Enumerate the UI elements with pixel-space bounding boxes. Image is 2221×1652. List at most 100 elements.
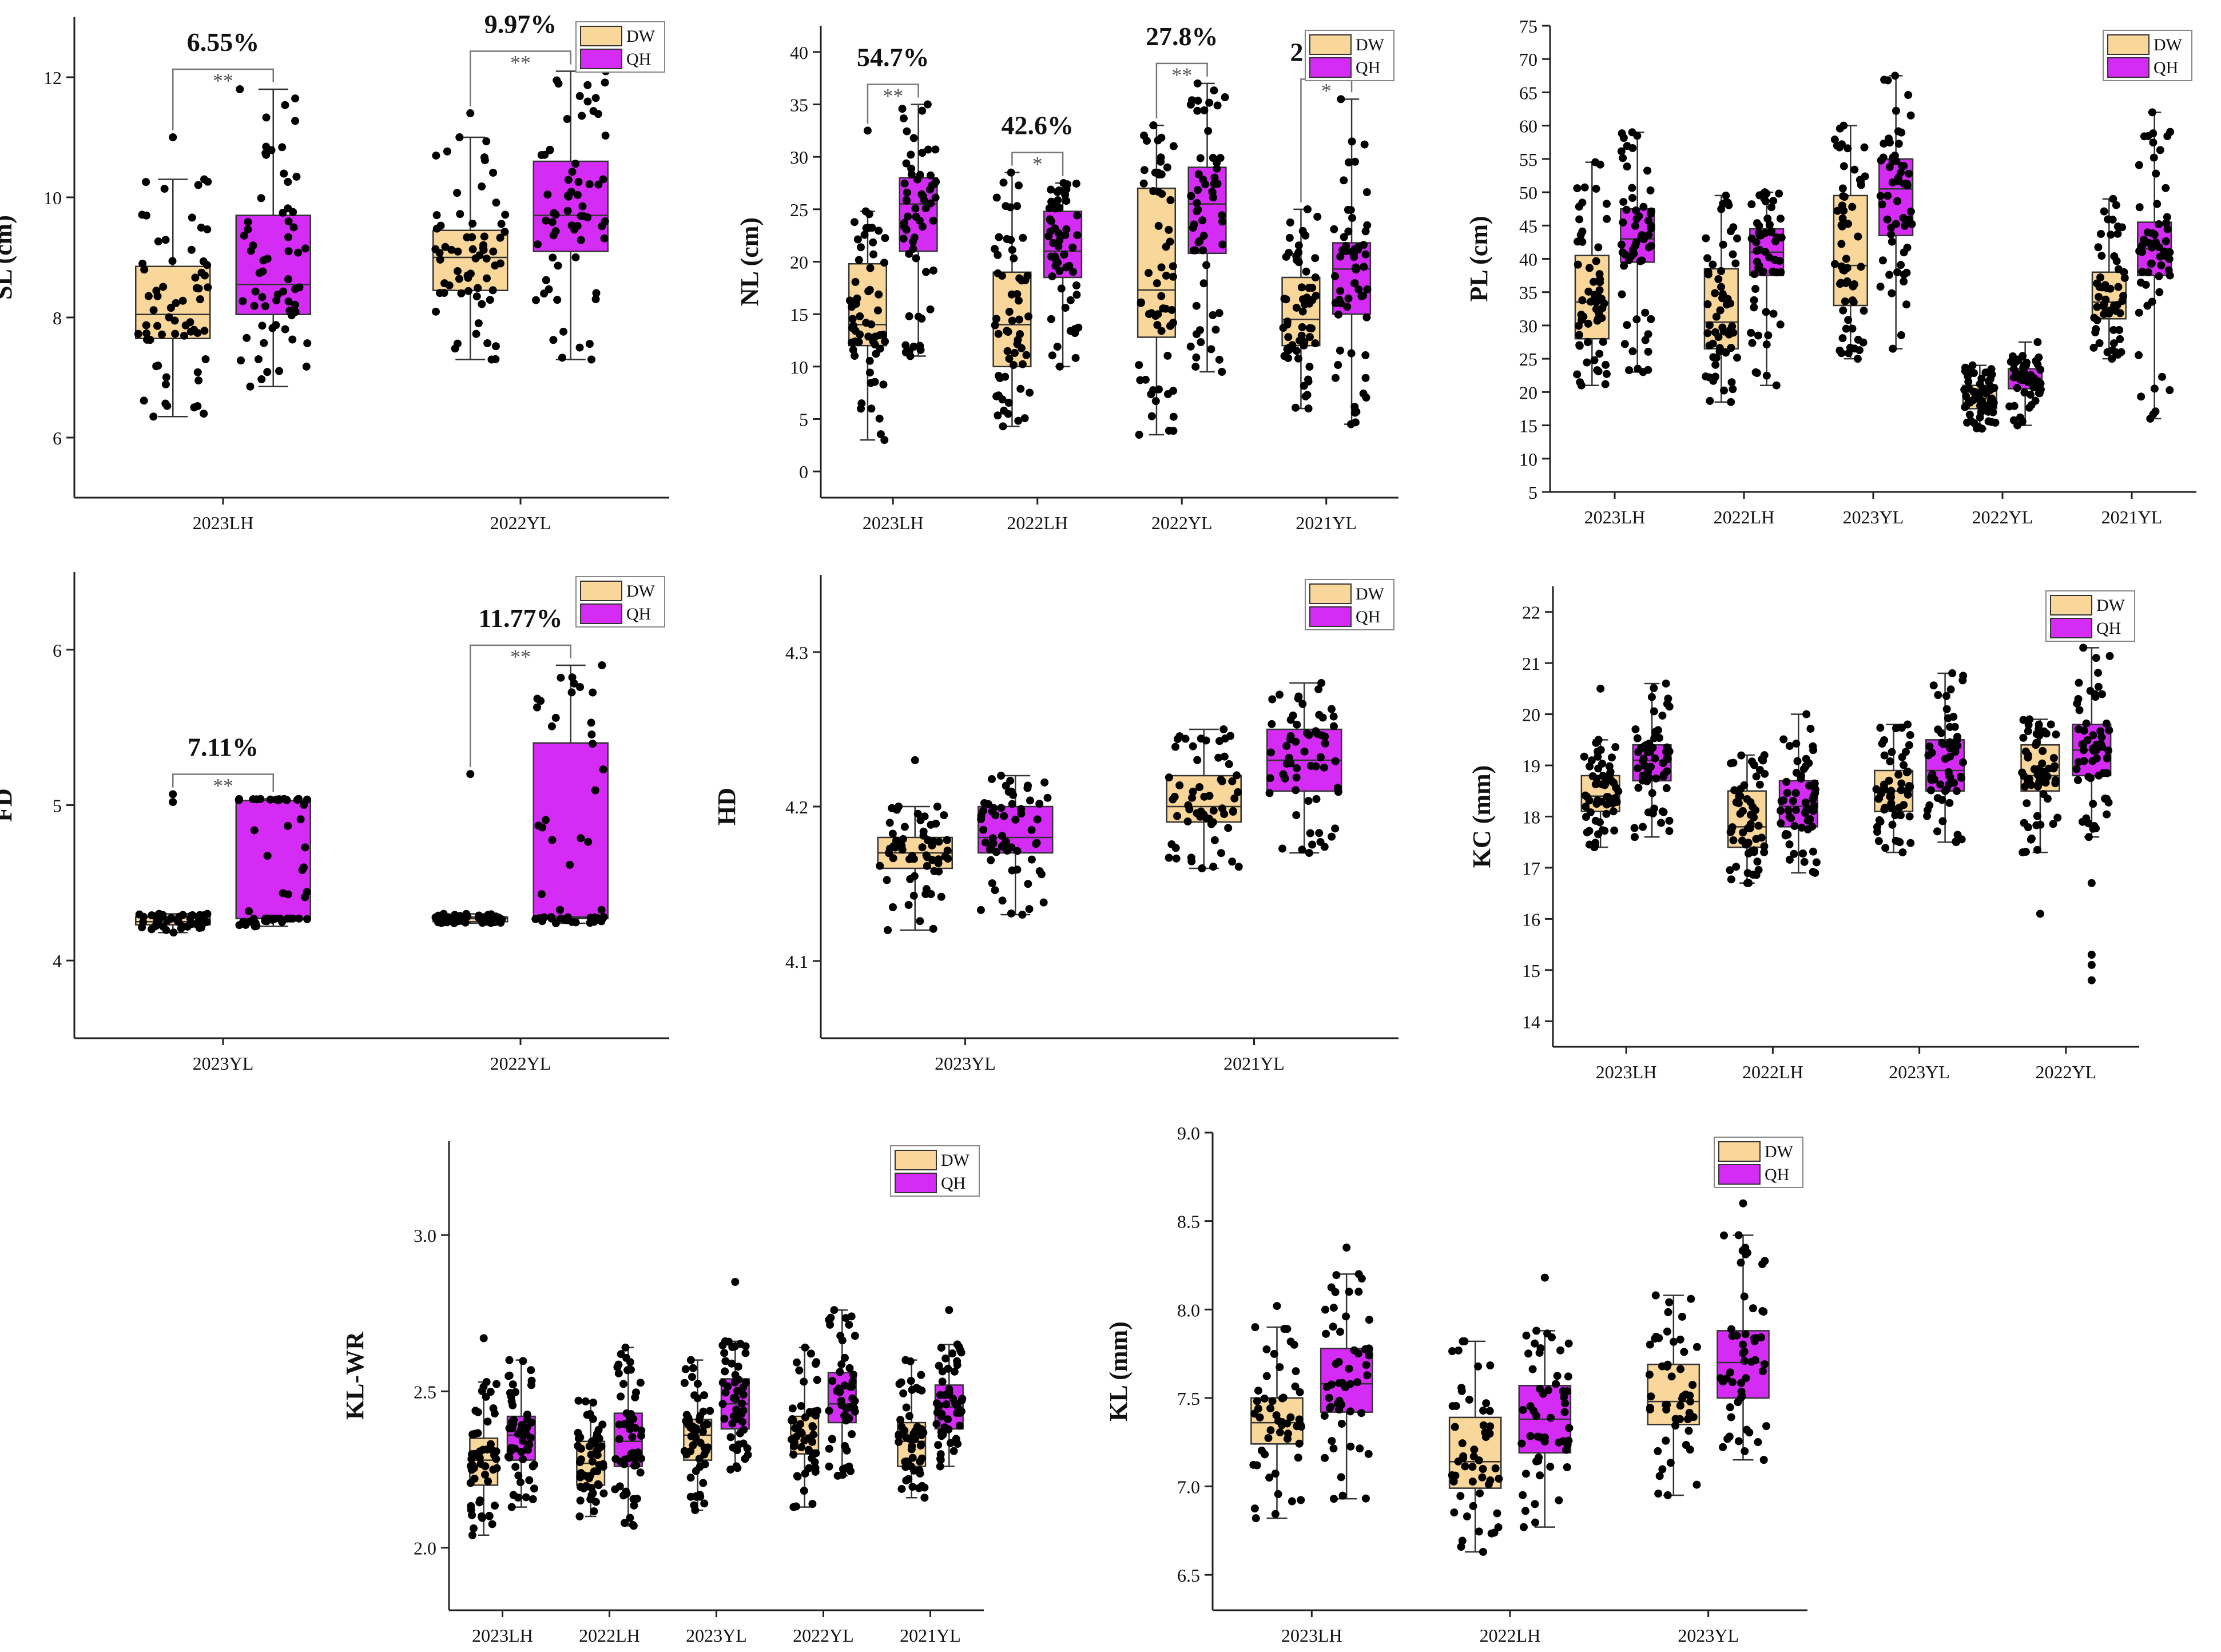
data-point <box>1593 316 1602 325</box>
x-tick-label: 2022YL <box>490 513 551 533</box>
data-point <box>903 188 911 197</box>
significance-bracket: **11.77% <box>470 603 571 768</box>
data-point <box>291 94 300 103</box>
data-point <box>1676 1401 1684 1410</box>
data-point <box>2091 328 2100 337</box>
data-point <box>700 1421 708 1430</box>
data-point <box>1321 732 1329 741</box>
box-qh-2023lh <box>1320 1270 1373 1503</box>
data-point <box>203 225 212 234</box>
outlier-point <box>2036 910 2044 918</box>
data-point <box>1304 797 1313 805</box>
data-point <box>1280 1325 1289 1333</box>
data-point <box>686 1424 695 1432</box>
data-point <box>1190 246 1198 255</box>
data-point <box>1776 215 1785 223</box>
data-point <box>1185 805 1194 813</box>
data-point <box>1622 205 1631 214</box>
data-point <box>917 1431 925 1439</box>
y-tick-label: 20 <box>1519 382 1537 403</box>
data-point <box>721 1367 729 1376</box>
data-point <box>637 1426 646 1435</box>
data-point <box>506 1389 514 1397</box>
y-tick-label: 15 <box>1522 960 1540 981</box>
data-point <box>812 1449 820 1458</box>
data-point <box>589 1398 598 1407</box>
outlier-point <box>1739 1199 1747 1208</box>
data-point <box>696 1491 704 1499</box>
data-point <box>1035 800 1044 808</box>
data-point <box>899 835 907 843</box>
data-point <box>1051 252 1059 261</box>
data-point <box>471 254 480 263</box>
data-point <box>496 233 504 242</box>
significance-mark: ** <box>213 69 233 92</box>
data-point <box>139 912 148 921</box>
data-point <box>1046 215 1054 224</box>
data-point <box>1337 95 1345 104</box>
data-point <box>1775 257 1784 265</box>
data-point <box>1234 788 1242 796</box>
data-point <box>1755 780 1764 789</box>
y-tick-label: 50 <box>1519 182 1537 203</box>
data-point <box>1958 676 1967 685</box>
data-point <box>614 1360 623 1369</box>
data-point <box>1753 247 1761 255</box>
data-point <box>1362 394 1370 402</box>
data-point <box>154 237 162 246</box>
data-point <box>1265 789 1274 797</box>
data-point <box>148 925 156 934</box>
data-point <box>1676 1335 1684 1344</box>
data-point <box>991 321 999 329</box>
data-point <box>2158 372 2167 381</box>
data-point <box>1292 403 1300 412</box>
data-point <box>1603 215 1611 223</box>
data-point <box>789 1416 797 1425</box>
data-point <box>1535 1453 1543 1462</box>
box-dw-2021yl <box>895 1356 929 1502</box>
data-point <box>621 1343 630 1352</box>
data-point <box>739 1383 748 1392</box>
data-point <box>508 1401 517 1409</box>
data-point <box>1334 310 1342 319</box>
data-point <box>995 233 1003 241</box>
data-point <box>1638 772 1647 780</box>
data-point <box>1665 1298 1674 1306</box>
data-point <box>1953 733 1962 741</box>
data-point <box>1049 239 1058 247</box>
data-point <box>1692 1480 1701 1489</box>
data-point <box>2019 362 2028 370</box>
data-point <box>1748 339 1757 347</box>
data-point <box>1737 1258 1745 1267</box>
data-point <box>1479 1465 1487 1474</box>
data-point <box>1169 412 1178 421</box>
data-point <box>2053 813 2062 822</box>
data-point <box>511 1444 519 1453</box>
data-point <box>558 354 566 362</box>
data-point <box>577 236 585 244</box>
data-point <box>1876 192 1885 200</box>
data-point <box>1754 331 1762 340</box>
data-point <box>921 268 930 276</box>
data-point <box>1717 267 1726 275</box>
data-point <box>1519 1405 1527 1414</box>
data-point <box>587 1484 596 1492</box>
data-point <box>1291 1382 1300 1391</box>
data-point <box>241 920 250 929</box>
data-point <box>914 312 923 321</box>
data-point <box>1760 848 1769 856</box>
data-point <box>1773 233 1781 242</box>
data-point <box>589 107 598 116</box>
data-point <box>922 885 931 893</box>
data-point <box>153 321 162 330</box>
data-point <box>1961 367 1969 375</box>
data-point <box>250 301 259 310</box>
data-point <box>850 218 859 227</box>
data-point <box>202 918 211 926</box>
box-dw-2023lh <box>845 207 889 444</box>
data-point <box>1351 408 1360 417</box>
data-point <box>1586 297 1595 306</box>
data-point <box>1860 143 1869 152</box>
data-point <box>1583 358 1591 367</box>
y-axis-label: KL-WR <box>341 1331 369 1420</box>
